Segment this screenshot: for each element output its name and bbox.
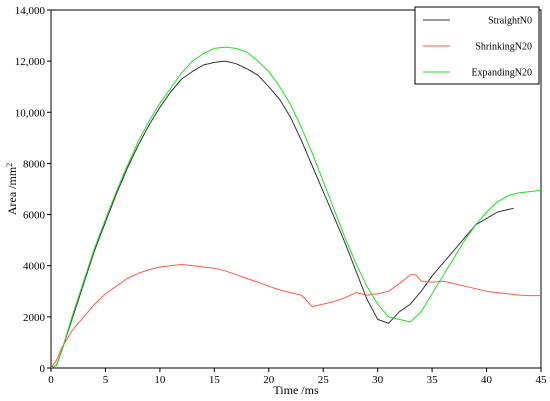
x-tick-label: 35	[427, 374, 439, 386]
y-axis-title-main: Area /mm	[5, 166, 19, 215]
x-tick-label: 15	[209, 374, 221, 386]
legend-label: ExpandingN20	[471, 68, 532, 79]
x-axis-ticks: 0 5 10 15 20 25 30 35 40 45	[48, 368, 547, 386]
series-line-ExpandingN20	[51, 46, 541, 368]
x-tick-label: 45	[536, 374, 548, 386]
legend-label: ShrinkingN20	[475, 42, 532, 53]
y-tick-label: 10,000	[15, 107, 46, 119]
series-layer	[51, 46, 541, 368]
x-tick-label: 25	[318, 374, 330, 386]
series-line-ShrinkingN20	[51, 263, 541, 368]
y-tick-label: 14,000	[15, 5, 46, 17]
y-axis-title-superscript: 2	[5, 163, 14, 167]
legend: StraightN0 ShrinkingN20 ExpandingN20	[414, 6, 540, 85]
y-tick-label: 0	[40, 363, 46, 375]
x-tick-label: 40	[481, 374, 493, 386]
plot-area	[50, 9, 542, 369]
x-axis-title: Time /ms	[273, 383, 319, 397]
x-tick-label: 0	[48, 374, 54, 386]
x-tick-label: 5	[103, 374, 109, 386]
y-tick-label: 12,000	[15, 56, 46, 68]
x-tick-label: 30	[372, 374, 384, 386]
y-axis-ticks: 0 2000 4000 6000 8000 10,000 12,000 14,000	[15, 5, 51, 375]
y-tick-label: 4000	[23, 261, 46, 273]
y-tick-label: 8000	[23, 158, 46, 170]
y-axis-title: Area /mm2	[5, 163, 20, 215]
y-tick-label: 6000	[23, 210, 46, 222]
series-line-StraightN0	[51, 60, 514, 368]
x-tick-label: 20	[263, 374, 275, 386]
x-tick-label: 10	[154, 374, 166, 386]
plot-frame	[50, 9, 542, 369]
y-tick-label: 2000	[23, 312, 46, 324]
legend-label: StraightN0	[488, 16, 532, 27]
